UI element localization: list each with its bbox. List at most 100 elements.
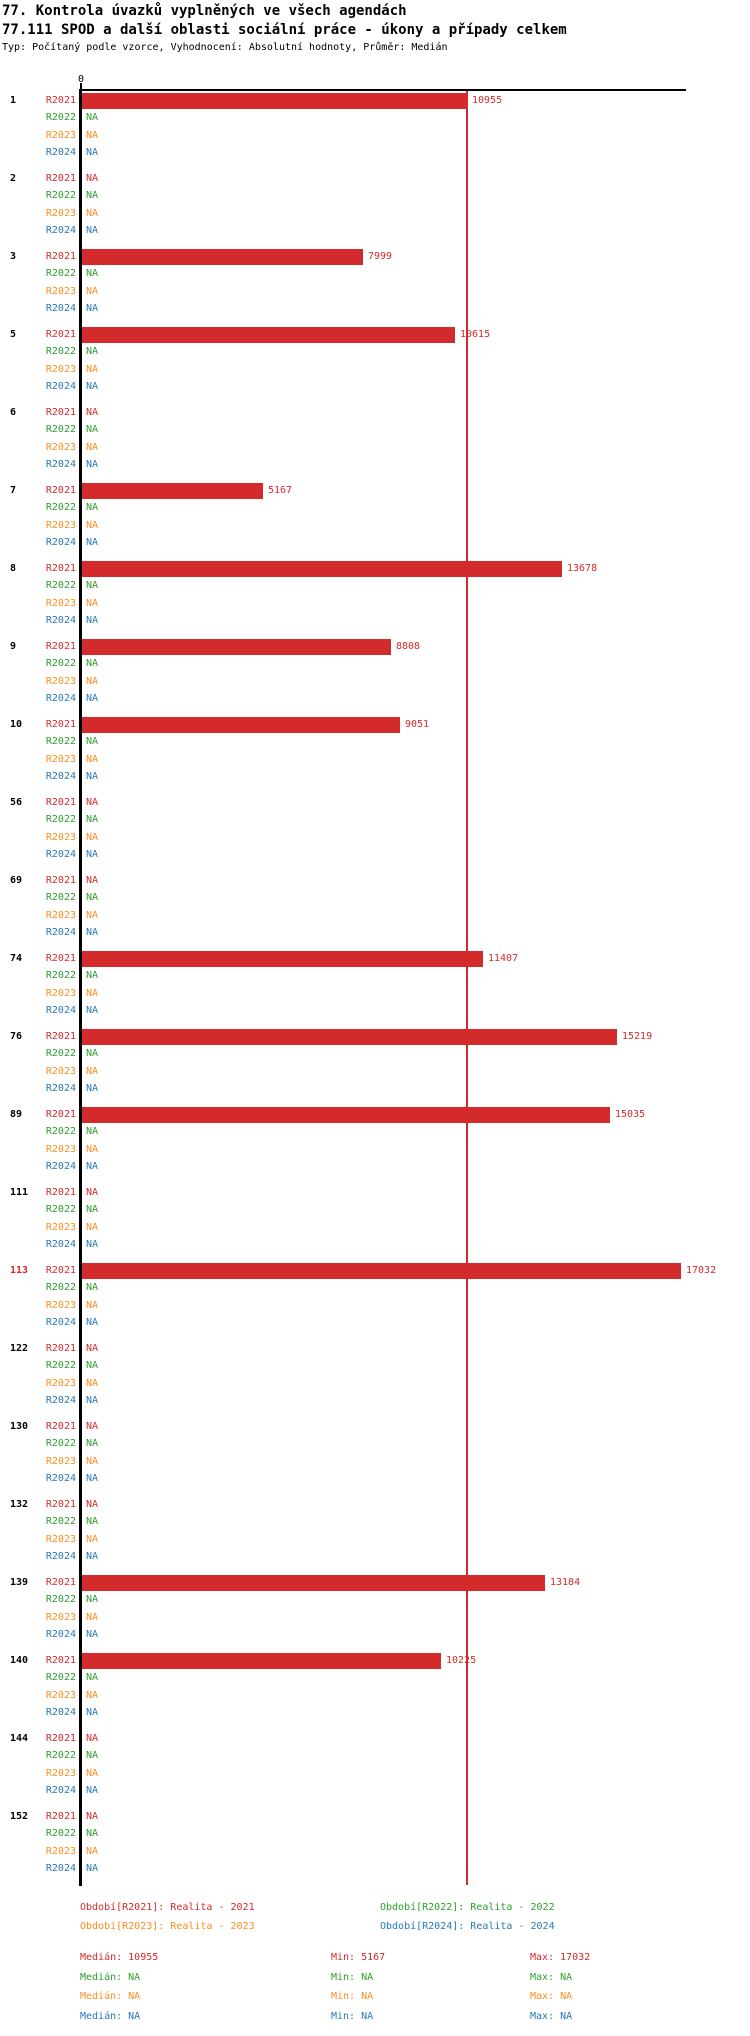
na-label: NA [86, 441, 99, 453]
chart-subtitle: 77.111 SPOD a další oblasti sociální prá… [2, 22, 567, 38]
row-year-label: R2022 [45, 112, 76, 124]
na-label: NA [86, 1187, 99, 1198]
na-label: NA [86, 173, 99, 184]
row-year-label: R2021 [45, 641, 76, 652]
na-label: NA [86, 675, 99, 687]
na-label: NA [86, 1360, 99, 1372]
legend-item-r2024: Období[R2024]: Realita - 2024 [380, 1921, 555, 1932]
bar [82, 561, 562, 577]
stat-max-r2022: Max: NA [530, 1972, 573, 1983]
na-label: NA [86, 987, 99, 999]
group-label: 113 [10, 1265, 29, 1276]
group-label: 10 [10, 719, 23, 730]
group-label: 139 [10, 1577, 29, 1588]
row-year-label: R2022 [45, 1282, 76, 1294]
row-year-label: R2021 [45, 797, 76, 808]
group-label: 6 [10, 407, 17, 418]
row-year-label: R2023 [45, 753, 76, 765]
row-year-label: R2024 [45, 1628, 76, 1640]
na-label: NA [86, 831, 99, 843]
legend-item-r2021: Období[R2021]: Realita - 2021 [80, 1902, 255, 1913]
row-year-label: R2022 [45, 346, 76, 358]
group-label: 130 [10, 1421, 29, 1432]
na-label: NA [86, 736, 99, 748]
x-axis-zero-tick [80, 83, 82, 89]
row-year-label: R2023 [45, 363, 76, 375]
group-label: 76 [10, 1031, 23, 1042]
bar-value-label: 15035 [615, 1109, 646, 1120]
row-year-label: R2023 [45, 519, 76, 531]
row-year-label: R2022 [45, 814, 76, 826]
na-label: NA [86, 129, 99, 141]
row-year-label: R2023 [45, 1455, 76, 1467]
row-year-label: R2022 [45, 1438, 76, 1450]
group-label: 152 [10, 1811, 29, 1822]
row-year-label: R2021 [45, 251, 76, 262]
na-label: NA [86, 424, 99, 436]
group-label: 1 [10, 95, 17, 106]
row-year-label: R2021 [45, 1421, 76, 1432]
bar [82, 951, 483, 967]
row-year-label: R2022 [45, 1204, 76, 1216]
na-label: NA [86, 1126, 99, 1138]
bar-value-label: 10955 [472, 95, 503, 106]
na-label: NA [86, 1004, 99, 1016]
row-year-label: R2024 [45, 1706, 76, 1718]
na-label: NA [86, 875, 99, 886]
row-year-label: R2021 [45, 875, 76, 886]
bar-value-label: 13678 [567, 563, 598, 574]
na-label: NA [86, 658, 99, 670]
row-year-label: R2021 [45, 1265, 76, 1276]
na-label: NA [86, 814, 99, 826]
na-label: NA [86, 1065, 99, 1077]
na-label: NA [86, 1784, 99, 1796]
na-label: NA [86, 1048, 99, 1060]
row-year-label: R2024 [45, 1082, 76, 1094]
na-label: NA [86, 1221, 99, 1233]
na-label: NA [86, 1828, 99, 1840]
group-label: 2 [10, 173, 17, 184]
row-year-label: R2024 [45, 926, 76, 938]
x-axis-zero-label: 0 [77, 74, 85, 85]
group-label: 5 [10, 329, 17, 340]
na-label: NA [86, 363, 99, 375]
chart-meta-line: Typ: Počítaný podle vzorce, Vyhodnocení:… [2, 42, 448, 53]
row-year-label: R2022 [45, 1672, 76, 1684]
row-year-label: R2024 [45, 536, 76, 548]
bar-value-label: 15219 [622, 1031, 653, 1042]
na-label: NA [86, 1282, 99, 1294]
na-label: NA [86, 1733, 99, 1744]
na-label: NA [86, 519, 99, 531]
row-year-label: R2024 [45, 1160, 76, 1172]
row-year-label: R2023 [45, 1143, 76, 1155]
row-year-label: R2022 [45, 736, 76, 748]
row-year-label: R2023 [45, 129, 76, 141]
na-label: NA [86, 580, 99, 592]
row-year-label: R2023 [45, 597, 76, 609]
na-label: NA [86, 597, 99, 609]
na-label: NA [86, 407, 99, 418]
row-year-label: R2024 [45, 770, 76, 782]
stat-min-r2022: Min: NA [331, 1972, 374, 1983]
group-label: 111 [10, 1187, 29, 1198]
na-label: NA [86, 1689, 99, 1701]
row-year-label: R2023 [45, 675, 76, 687]
na-label: NA [86, 1421, 99, 1432]
na-label: NA [86, 112, 99, 124]
group-label: 140 [10, 1655, 29, 1666]
na-label: NA [86, 1672, 99, 1684]
row-year-label: R2023 [45, 1767, 76, 1779]
group-label: 89 [10, 1109, 23, 1120]
row-year-label: R2024 [45, 1316, 76, 1328]
group-label: 122 [10, 1343, 29, 1354]
stat-median-r2023: Medián: NA [80, 1991, 141, 2002]
na-label: NA [86, 380, 99, 392]
na-label: NA [86, 1377, 99, 1389]
na-label: NA [86, 1750, 99, 1762]
row-year-label: R2024 [45, 224, 76, 236]
bar [82, 717, 400, 733]
legend-item-r2022: Období[R2022]: Realita - 2022 [380, 1902, 555, 1913]
na-label: NA [86, 1706, 99, 1718]
na-label: NA [86, 909, 99, 921]
stat-median-r2022: Medián: NA [80, 1972, 141, 1983]
